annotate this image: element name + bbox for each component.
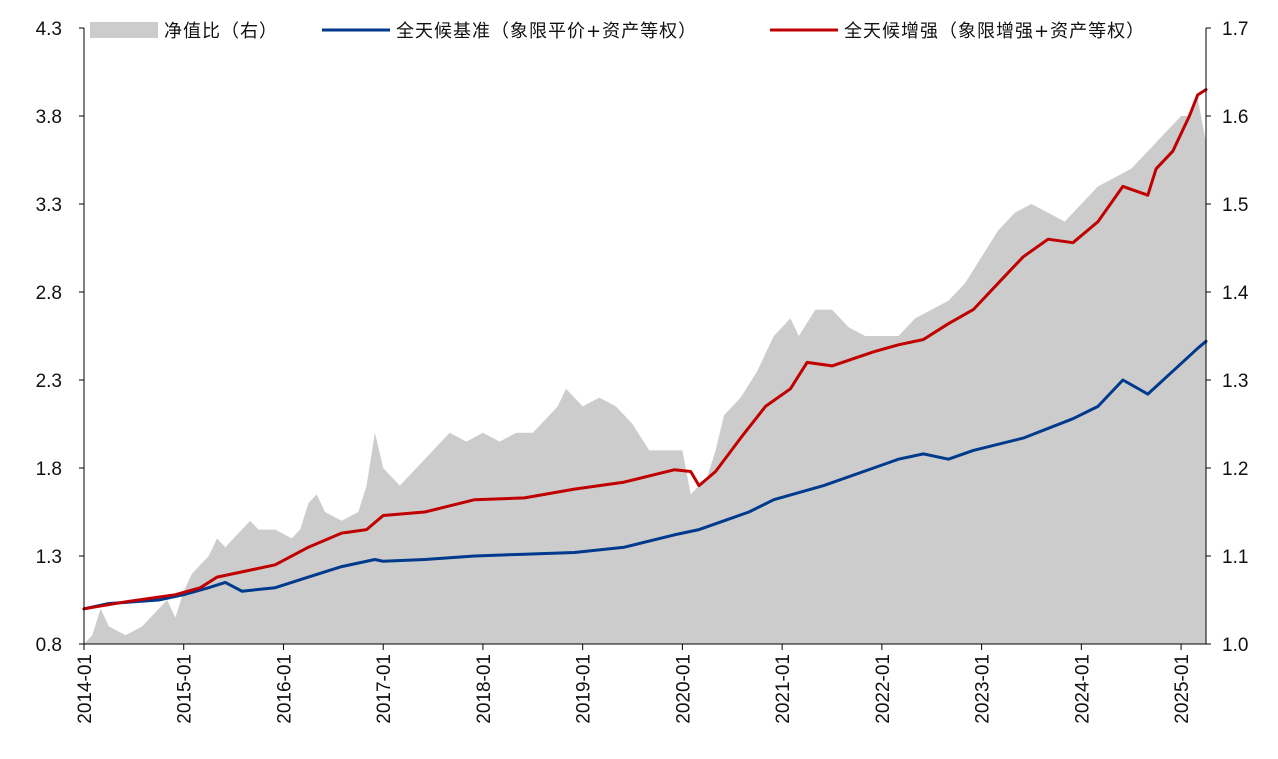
y-right-tick-label: 1.6 (1222, 107, 1248, 128)
area-layer (84, 98, 1206, 644)
legend-swatch-area (90, 22, 158, 38)
y-left-tick-label: 4.3 (36, 19, 62, 40)
y-right-tick-label: 1.4 (1222, 283, 1249, 304)
series-line-enhanced (82, 88, 1208, 611)
x-tick-label: 2024-01 (1072, 654, 1093, 724)
y-left-tick-label: 2.3 (36, 371, 62, 392)
y-right-tick-label: 1.2 (1222, 459, 1248, 480)
x-tick-label: 2017-01 (374, 654, 395, 724)
x-tick-label: 2018-01 (474, 654, 495, 724)
x-tick-label: 2019-01 (574, 654, 595, 724)
y-right-tick-label: 1.5 (1222, 195, 1248, 216)
legend-label: 净值比（右） (164, 21, 278, 42)
y-left-tick-label: 3.3 (36, 195, 62, 216)
axes-layer: 0.8 1.3 1.8 2.3 2.8 3.3 3.8 4.3 1.0 1.1 1.2 1.3 1.4 1… (36, 19, 1249, 724)
legend-item: 全天候增强（象限增强+资产等权） (770, 21, 1145, 42)
y-left-tick-label: 3.8 (36, 107, 62, 128)
y-left-tick-label: 0.8 (36, 635, 62, 656)
legend: 净值比（右） 全天候基准（象限平价+资产等权） 全天候增强（象限增强+资产等权） (90, 21, 1145, 42)
y-right-tick-label: 1.7 (1222, 19, 1248, 40)
y-left-tick-label: 1.8 (36, 459, 62, 480)
x-tick-label: 2025-01 (1172, 654, 1193, 724)
y-right-tick-label: 1.3 (1222, 371, 1248, 392)
legend-label: 全天候增强（象限增强+资产等权） (844, 21, 1145, 42)
x-tick-label: 2023-01 (973, 654, 994, 724)
y-right-tick-label: 1.1 (1222, 547, 1248, 568)
y-left-tick-label: 2.8 (36, 283, 62, 304)
y-left-tick-label: 1.3 (36, 547, 62, 568)
legend-label: 全天候基准（象限平价+资产等权） (396, 21, 697, 42)
x-tick-label: 2020-01 (673, 654, 694, 724)
x-tick-label: 2022-01 (873, 654, 894, 724)
x-tick-label: 2016-01 (275, 654, 296, 724)
series-line-baseline (82, 339, 1208, 611)
legend-item: 净值比（右） (90, 21, 278, 42)
series-area-net-value-ratio (84, 98, 1206, 644)
y-right-tick-label: 1.0 (1222, 635, 1248, 656)
legend-item: 全天候基准（象限平价+资产等权） (322, 21, 697, 42)
x-tick-label: 2014-01 (75, 654, 96, 724)
x-tick-label: 2015-01 (175, 654, 196, 724)
x-tick-label: 2021-01 (773, 654, 794, 724)
lines-layer (82, 88, 1208, 611)
